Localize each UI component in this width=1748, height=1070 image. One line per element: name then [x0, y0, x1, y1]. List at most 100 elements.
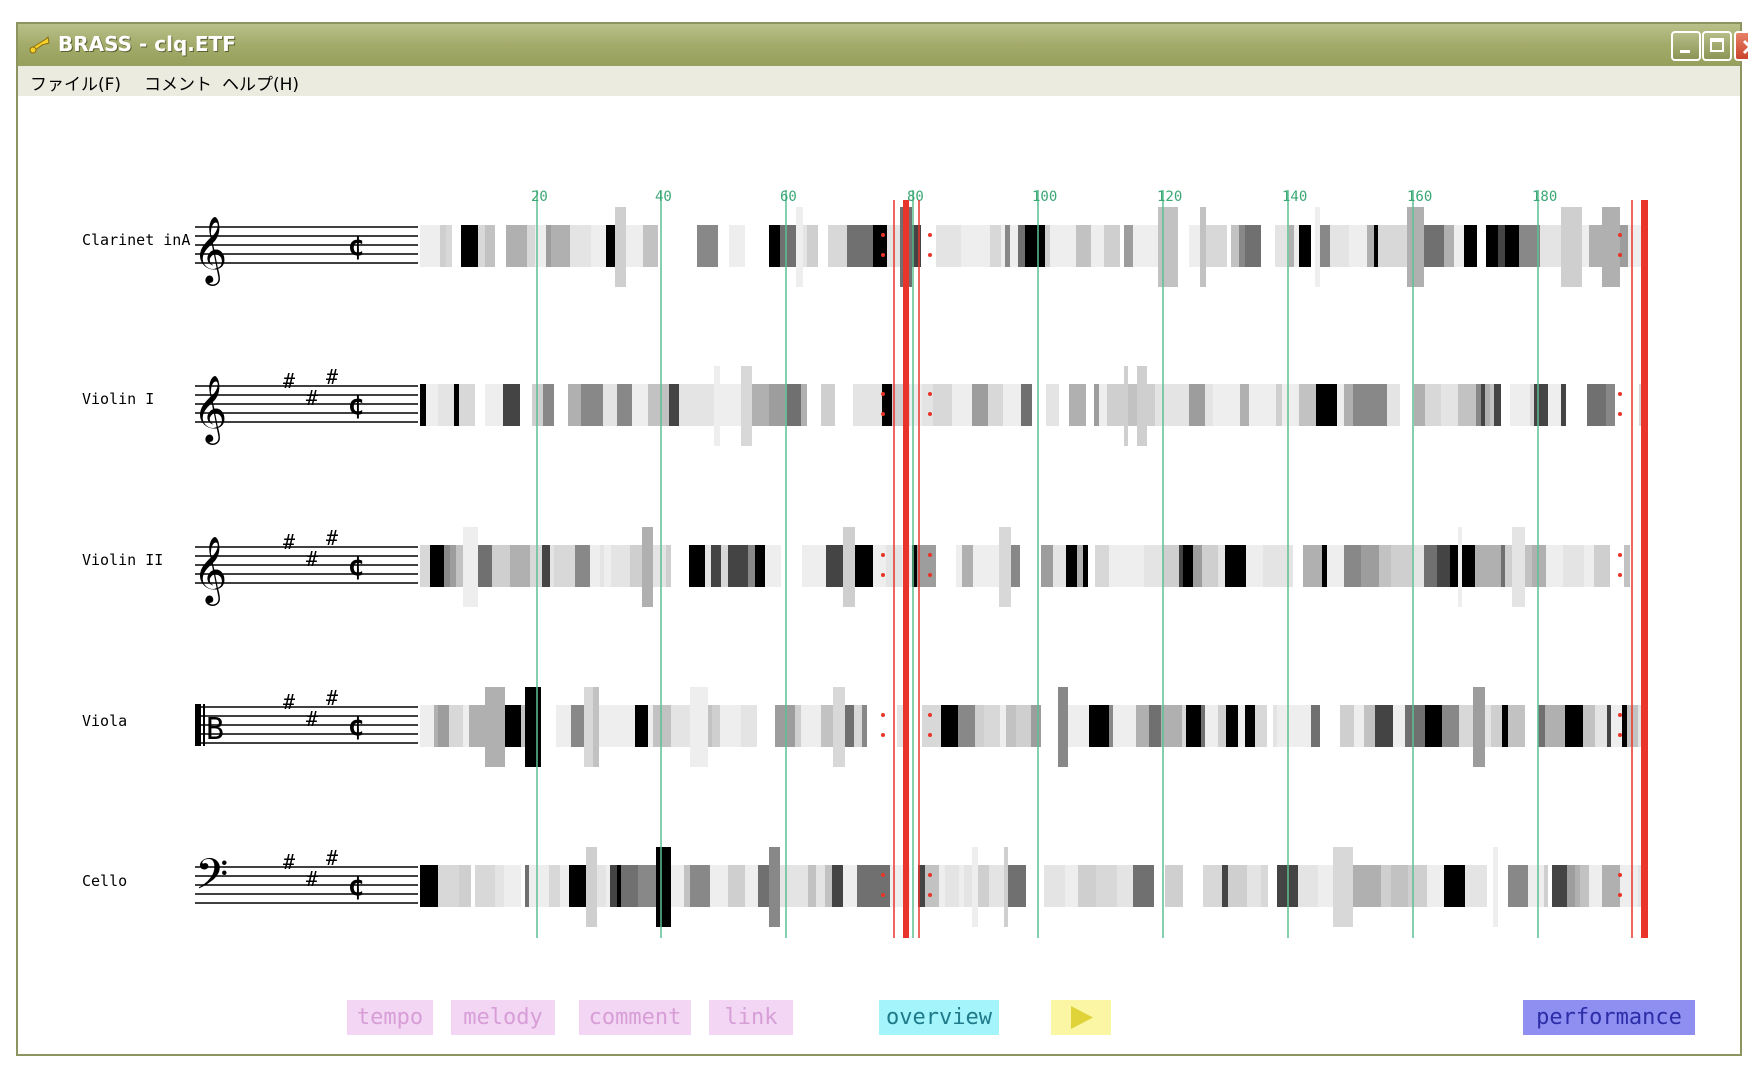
density-bar	[1010, 225, 1018, 267]
density-bar	[454, 384, 459, 426]
density-bar	[958, 705, 975, 747]
density-bar	[1370, 384, 1387, 426]
density-bar	[1589, 865, 1602, 907]
density-bar	[1189, 225, 1200, 267]
overview-button[interactable]: overview	[879, 1000, 999, 1035]
performance-button[interactable]: performance	[1523, 1000, 1695, 1035]
density-bar	[912, 225, 921, 267]
density-bar	[1538, 705, 1545, 747]
density-bar	[521, 705, 525, 747]
repeat-dot	[928, 893, 932, 897]
density-bar	[803, 225, 807, 267]
density-bar	[1563, 545, 1584, 587]
density-bar	[933, 384, 952, 426]
repeat-dot	[928, 412, 932, 416]
sharp-sign: #	[306, 867, 318, 891]
density-bar	[420, 865, 438, 907]
density-bar	[752, 384, 769, 426]
menu-comment[interactable]: コメント	[144, 75, 212, 95]
density-bar	[822, 545, 826, 587]
close-button[interactable]	[1734, 31, 1748, 61]
density-bar	[1201, 705, 1205, 747]
density-bar	[1375, 705, 1393, 747]
density-bar	[1363, 865, 1381, 907]
density-bar	[1561, 207, 1582, 287]
instrument-label: Violin II	[82, 551, 163, 569]
density-bar	[535, 225, 546, 267]
density-bar	[1379, 545, 1391, 587]
density-bar	[714, 366, 720, 446]
density-bar	[653, 545, 666, 587]
density-bar	[1508, 705, 1525, 747]
density-bar	[1155, 384, 1175, 426]
density-bar	[1136, 705, 1149, 747]
density-bar	[648, 384, 659, 426]
density-bar	[621, 865, 638, 907]
tempo-button[interactable]: tempo	[347, 1000, 433, 1035]
cut-time-signature: ¢	[348, 709, 365, 742]
density-bar	[1290, 705, 1311, 747]
melody-button[interactable]: melody	[451, 1000, 555, 1035]
repeat-dot	[881, 253, 885, 257]
density-bar	[971, 225, 990, 267]
density-bar	[503, 384, 520, 426]
repeat-dot	[928, 233, 932, 237]
density-bar	[758, 865, 769, 907]
menu-help[interactable]: ヘルプ(H)	[222, 75, 300, 95]
density-bar	[755, 545, 765, 587]
density-bar	[1544, 865, 1548, 907]
density-bar	[1012, 705, 1016, 747]
link-button[interactable]: link	[709, 1000, 793, 1035]
density-bar	[697, 225, 718, 267]
density-bar	[858, 225, 873, 267]
density-bar	[769, 847, 780, 927]
density-bar	[635, 705, 648, 747]
menu-file[interactable]: ファイル(F)	[30, 75, 122, 95]
density-bar	[1127, 705, 1136, 747]
density-bar	[1561, 384, 1566, 426]
density-bar	[1548, 384, 1561, 426]
density-bar	[973, 545, 989, 587]
density-bar	[1256, 384, 1276, 426]
repeat-dot	[881, 392, 885, 396]
density-bar	[855, 545, 873, 587]
density-bar	[1407, 207, 1424, 287]
density-bar	[1183, 545, 1193, 587]
maximize-button[interactable]	[1702, 31, 1732, 61]
repeat-dot	[1618, 253, 1622, 257]
density-bar	[1424, 225, 1444, 267]
density-bar	[1003, 384, 1021, 426]
density-bar	[1425, 384, 1441, 426]
density-bar	[1575, 865, 1580, 907]
density-bar	[684, 865, 690, 907]
density-bar	[648, 705, 653, 747]
play-button[interactable]	[1051, 1000, 1111, 1035]
density-bar	[1408, 865, 1427, 907]
density-bar	[671, 865, 675, 907]
density-bar	[872, 384, 882, 426]
density-bar	[1222, 865, 1228, 907]
density-bar	[506, 225, 527, 267]
density-bar	[1311, 705, 1320, 747]
density-bar	[1147, 384, 1155, 426]
density-bar	[1202, 545, 1218, 587]
density-bar	[590, 545, 596, 587]
density-bar	[675, 865, 684, 907]
density-bar	[1622, 705, 1627, 747]
density-bar	[1427, 865, 1439, 907]
density-bar	[831, 545, 843, 587]
title-bar[interactable]: BRASS - clq.ETF	[18, 24, 1748, 66]
comment-button[interactable]: comment	[579, 1000, 691, 1035]
density-bar	[1218, 545, 1225, 587]
treble-clef: 𝄞	[193, 374, 227, 445]
density-bar	[554, 545, 575, 587]
density-bar	[1476, 384, 1481, 426]
density-bar	[1315, 207, 1320, 287]
density-bar	[1364, 705, 1375, 747]
density-bar	[420, 545, 430, 587]
density-bar	[787, 384, 801, 426]
minimize-button[interactable]	[1671, 31, 1701, 61]
density-bar	[1255, 705, 1267, 747]
density-bar	[796, 207, 803, 287]
